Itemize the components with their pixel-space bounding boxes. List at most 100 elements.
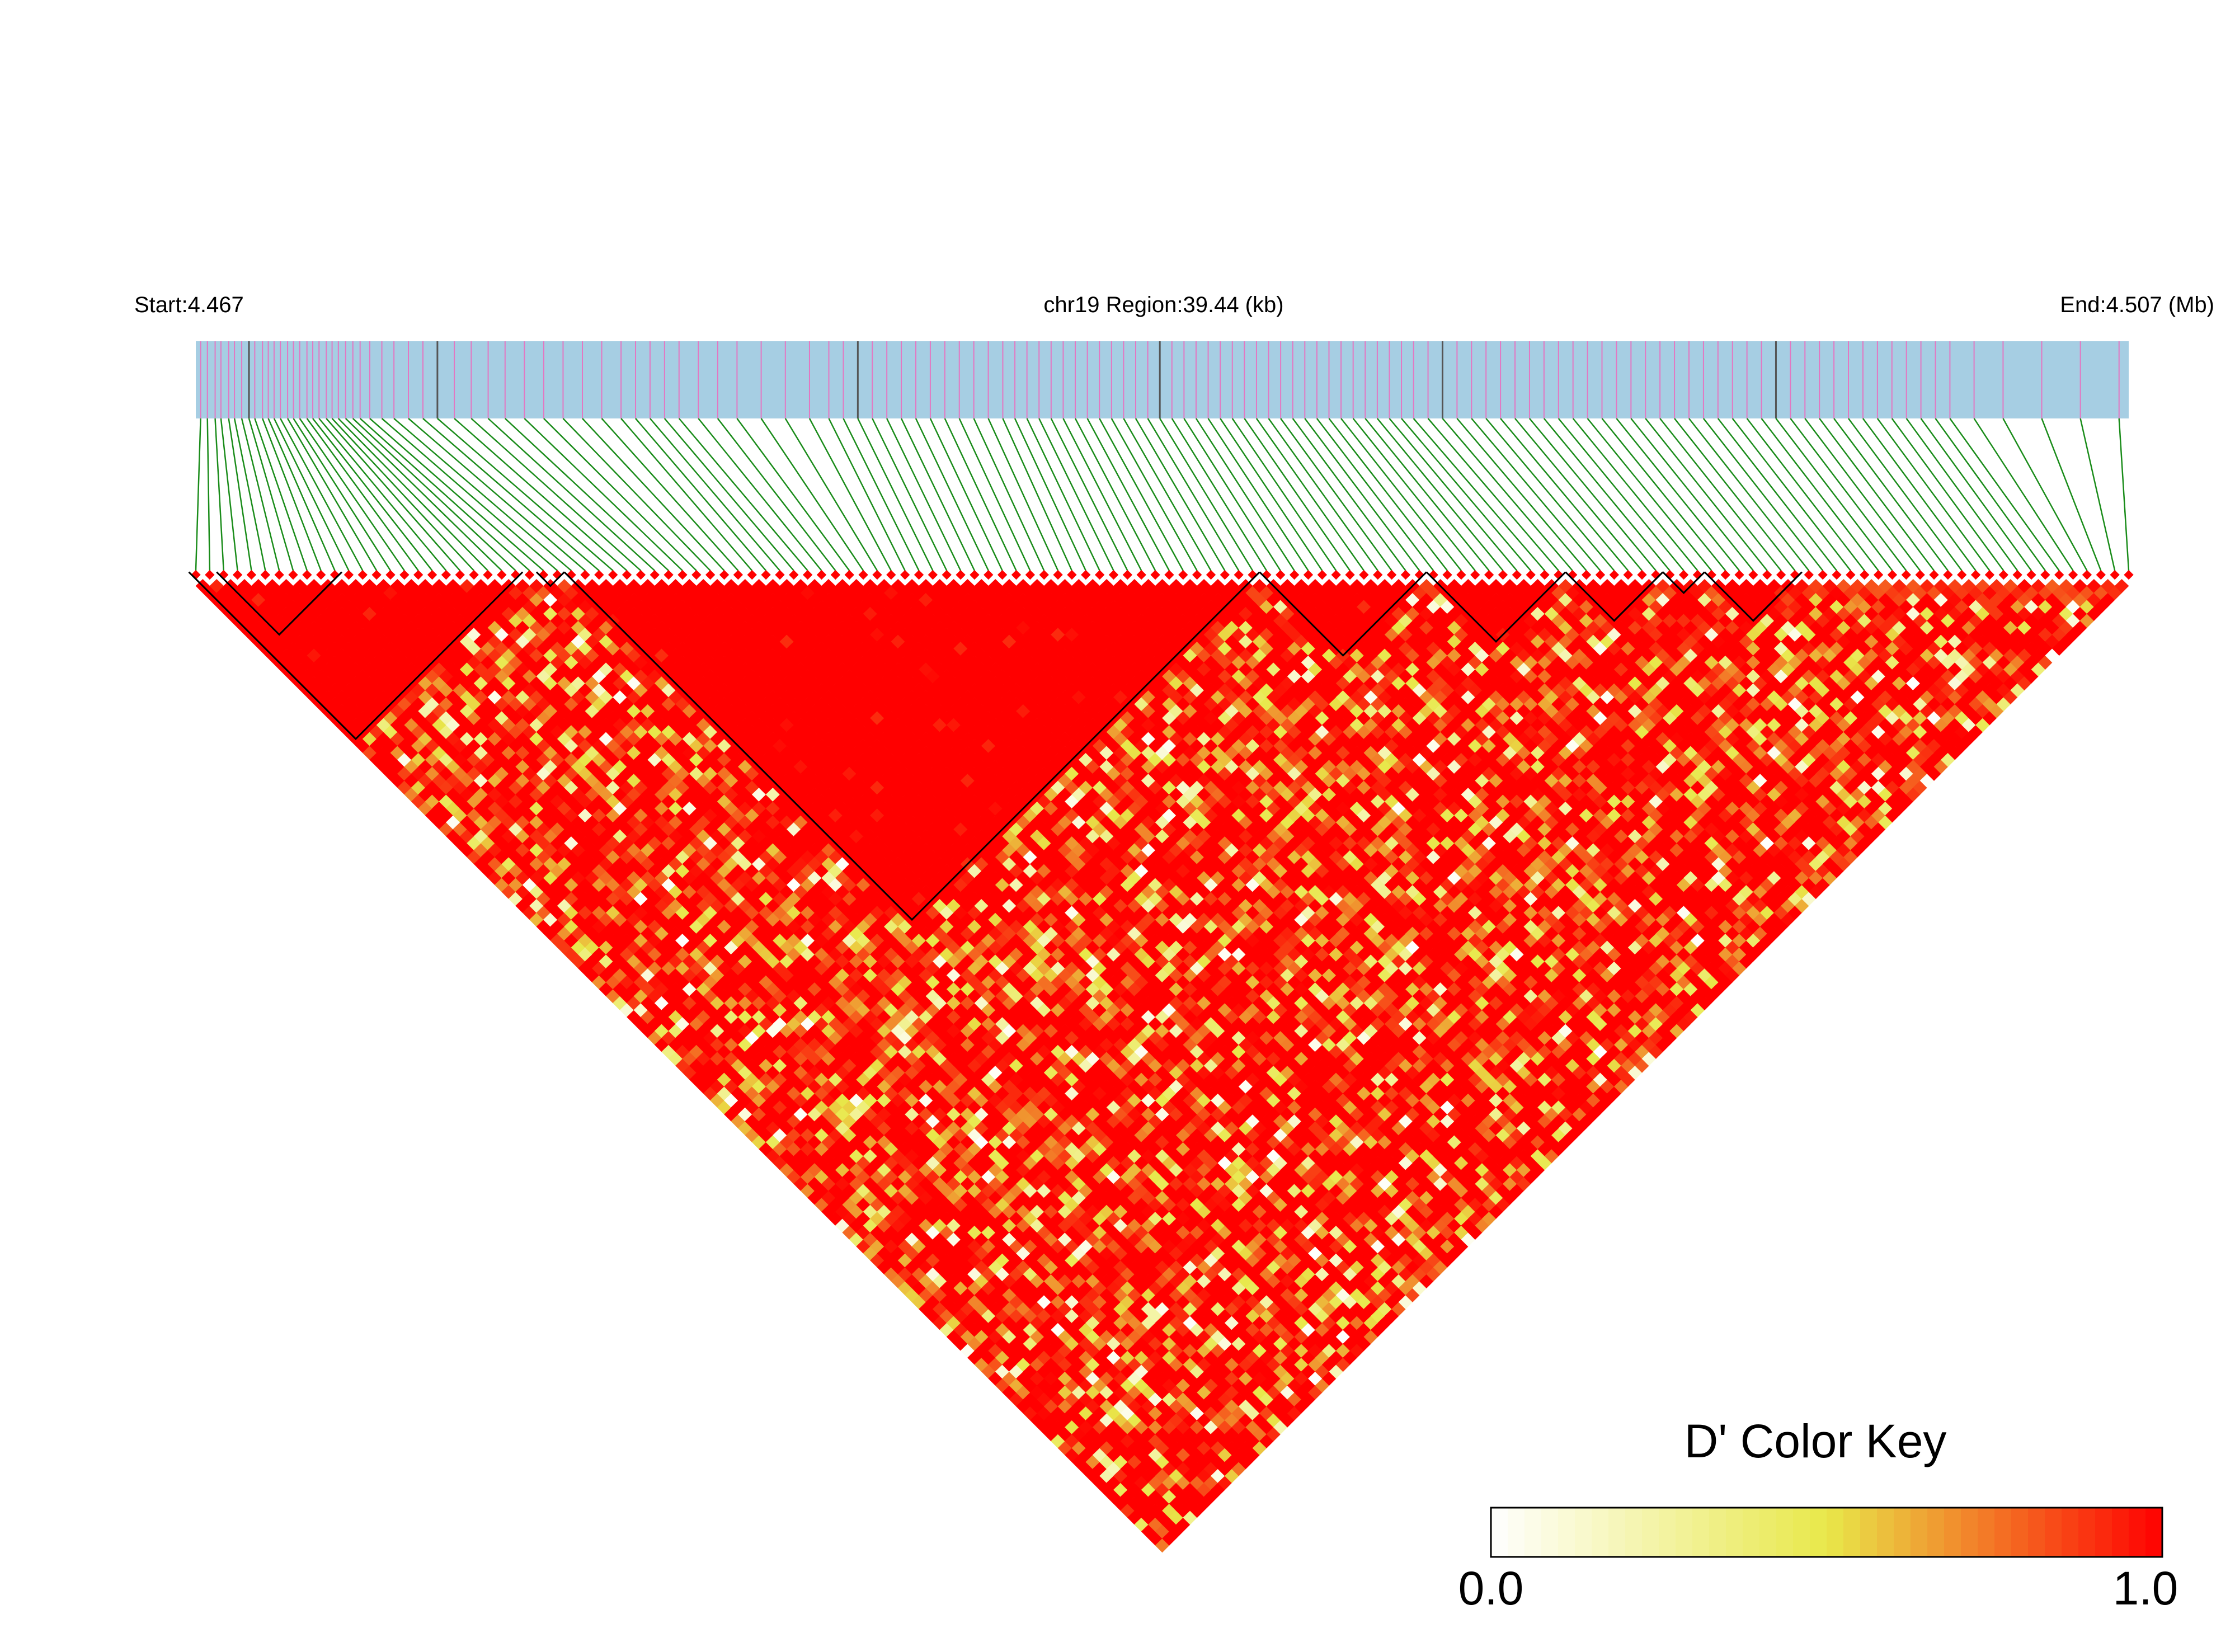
snp-connector [1159, 418, 1254, 571]
snp-connector [1587, 418, 1712, 571]
snp-connector [437, 418, 614, 571]
snp-connector [958, 418, 1031, 571]
snp-connector [698, 418, 822, 571]
snp-connector [1038, 418, 1114, 571]
region-title: chr19 Region:39.44 (kb) [1043, 293, 1283, 317]
snp-connector [649, 418, 780, 571]
snp-connector [987, 418, 1059, 571]
snp-connector [1456, 418, 1587, 571]
snp-connector [241, 418, 280, 571]
ld-cell [251, 579, 266, 594]
snp-connector [760, 418, 864, 571]
snp-connector [214, 418, 224, 571]
snp-connector [422, 418, 600, 571]
snp-connector [1485, 418, 1615, 571]
snp-connector [1905, 418, 2018, 571]
snp-connector [195, 418, 201, 571]
snp-connector [470, 418, 642, 571]
ld-cell [265, 579, 280, 594]
ld-cell [335, 579, 349, 594]
snp-connector [1848, 418, 1963, 571]
snp-connector [1220, 418, 1323, 571]
snp-connector [1973, 418, 2074, 571]
snp-connector [1862, 418, 1977, 571]
snp-connector [582, 418, 725, 571]
snp-connector [1316, 418, 1434, 571]
snp-connector [1111, 418, 1198, 571]
snp-connector [1775, 418, 1893, 571]
snp-connector [620, 418, 753, 571]
region-end-label: End:4.507 (Mb) [2060, 293, 2214, 317]
snp-connector [1645, 418, 1768, 571]
ld-heatmap [191, 570, 2134, 1553]
snp-connector [1231, 418, 1337, 571]
snp-connector [872, 418, 948, 571]
snp-connector [248, 418, 294, 571]
region-track-bar [196, 341, 2129, 418]
snp-connector [1026, 418, 1100, 571]
snp-connector [929, 418, 1003, 571]
snp-connector [267, 418, 336, 571]
snp-connector [1558, 418, 1685, 571]
snp-connector [280, 418, 364, 571]
snp-connector [1876, 418, 1991, 571]
snp-connector [1688, 418, 1810, 571]
snp-connector [2079, 418, 2116, 571]
snp-connector [1804, 418, 1921, 571]
snp-connector [487, 418, 656, 571]
snp-connector [915, 418, 989, 571]
snp-connector [1746, 418, 1865, 571]
snp-connector [381, 418, 558, 571]
snp-connector [220, 418, 238, 571]
snp-connector [1731, 418, 1851, 571]
snp-connector [1292, 418, 1406, 571]
snp-connector [1500, 418, 1629, 571]
snp-connector [1514, 418, 1643, 571]
snp-connector [1002, 418, 1073, 571]
snp-connector [1014, 418, 1086, 571]
snp-connector [1268, 418, 1378, 571]
snp-connector [1352, 418, 1476, 571]
snp-connector [1062, 418, 1142, 571]
snp-connector [1717, 418, 1838, 571]
snp-connector [345, 418, 502, 571]
snp-connector [359, 418, 530, 571]
snp-connector [1442, 418, 1573, 571]
snp-connector [2118, 418, 2130, 571]
snp-connector [1364, 418, 1490, 571]
snp-connector [1304, 418, 1420, 571]
snp-connector [326, 418, 461, 571]
snp-connector [393, 418, 572, 571]
snp-connector-lines [195, 418, 2130, 571]
snp-connector [1340, 418, 1462, 571]
snp-connector [1280, 418, 1392, 571]
snp-connector [1244, 418, 1351, 571]
snp-connector [1328, 418, 1448, 571]
snp-connector [524, 418, 683, 571]
snp-connector [543, 418, 697, 571]
snp-connector [1702, 418, 1824, 571]
snp-connector [1543, 418, 1671, 571]
snp-connector [1790, 418, 1907, 571]
snp-position-track [196, 341, 2129, 418]
snp-connector [287, 418, 378, 571]
snp-connector [886, 418, 962, 571]
snp-connector [331, 418, 475, 571]
snp-connector [1891, 418, 2005, 571]
snp-connector [1171, 418, 1267, 571]
snp-connector [1195, 418, 1295, 571]
snp-connector [312, 418, 433, 571]
snp-connector [206, 418, 211, 571]
ld-cell [307, 579, 322, 594]
snp-connector [299, 418, 405, 571]
snp-connector [900, 418, 976, 571]
snp-connector [973, 418, 1045, 571]
snp-connector [1123, 418, 1212, 571]
snp-connector [808, 418, 892, 571]
track-marks [200, 341, 2120, 418]
snp-connector [1427, 418, 1559, 571]
snp-connector [1819, 418, 1935, 571]
snp-connector [1630, 418, 1754, 571]
snp-connector [1659, 418, 1782, 571]
